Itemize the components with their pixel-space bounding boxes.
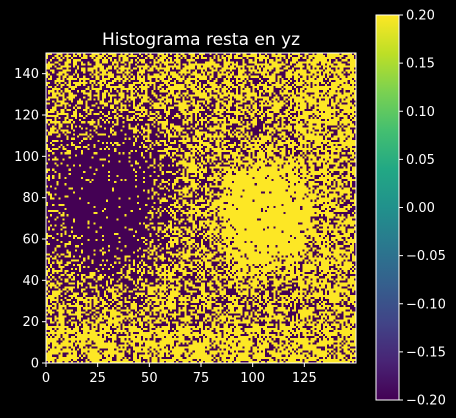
colorbar-tick-label: −0.05 — [406, 249, 446, 264]
y-tick-label: 140 — [14, 67, 39, 82]
colorbar-axis: 0.20 0.15 0.10 0.05 0.00 −0.05 −0.10 −0.15 −0.20 — [399, 9, 446, 409]
y-tick-label: 0 — [31, 357, 39, 372]
y-tick-label: 20 — [22, 315, 39, 330]
x-tick-label: 0 — [42, 371, 50, 386]
heatmap-image-container — [46, 53, 356, 363]
chart-title: Histograma resta en yz — [102, 30, 300, 50]
x-tick-label: 50 — [141, 371, 158, 386]
colorbar-tick-label: 0.15 — [406, 57, 435, 72]
y-tick-label: 120 — [14, 109, 39, 124]
heatmap-image — [46, 53, 356, 363]
y-tick-label: 60 — [22, 233, 39, 248]
y-tick-label: 40 — [22, 274, 39, 289]
colorbar-tick-label: 0.20 — [406, 9, 435, 24]
colorbar-tick-label: −0.15 — [406, 345, 446, 360]
colorbar-tick-label: 0.05 — [406, 153, 435, 168]
x-tick-label: 75 — [193, 371, 210, 386]
x-tick-label: 100 — [240, 371, 265, 386]
x-tick-label: 25 — [89, 371, 106, 386]
colorbar-tick-label: −0.20 — [406, 394, 446, 409]
x-axis: 0 25 50 75 100 125 — [42, 363, 317, 386]
colorbar-tick-label: 0.00 — [406, 201, 435, 216]
x-tick-label: 125 — [292, 371, 317, 386]
y-tick-label: 100 — [14, 150, 39, 165]
colorbar-tick-label: −0.10 — [406, 297, 446, 312]
colorbar-tick-label: 0.10 — [406, 105, 435, 120]
colorbar — [376, 15, 399, 400]
y-axis: 0 20 40 60 80 100 120 140 — [14, 67, 46, 372]
y-tick-label: 80 — [22, 191, 39, 206]
